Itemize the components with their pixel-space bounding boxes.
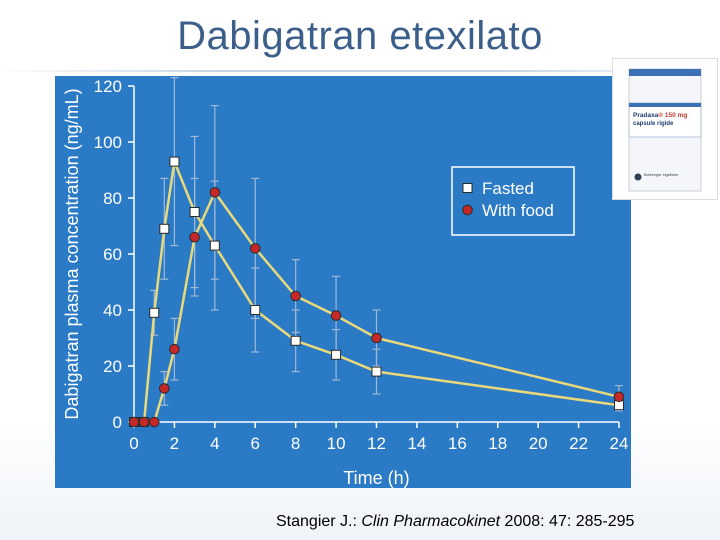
y-tick-label: 100 [94,133,122,152]
data-point-with-food [159,383,170,394]
y-tick-label: 20 [103,357,122,376]
data-point-with-food [209,187,221,198]
manufacturer-logo-icon [634,173,642,181]
data-point-fasted [189,207,200,217]
box-manufacturer: Boehringer Ingelheim [644,173,678,177]
data-point-with-food [249,243,261,254]
x-tick-label: 8 [291,434,300,453]
x-tick-label: 22 [569,434,588,453]
data-point-with-food [330,310,342,321]
data-point-fasted [159,223,170,234]
data-point-with-food [138,416,150,428]
x-axis-label: Time (h) [343,468,409,488]
citation-journal: Clin Pharmacokinet [361,513,501,530]
x-tick-label: 12 [367,434,386,453]
box-label-stripe [629,103,701,107]
data-point-with-food [148,416,160,428]
x-tick-label: 10 [327,434,346,453]
data-point-fasted [209,240,220,251]
data-point-with-food [371,332,382,344]
citation-author: Stangier J.: [276,513,362,530]
x-tick-label: 0 [129,434,138,453]
x-tick-label: 24 [610,434,629,453]
y-tick-label: 40 [103,301,122,320]
legend-marker-fasted [462,183,473,193]
data-point-with-food [128,416,140,428]
slide-title: Dabigatran etexilato [177,14,543,58]
x-tick-label: 6 [251,434,260,453]
x-tick-label: 16 [448,434,467,453]
y-tick-label: 0 [113,413,122,432]
box-brand: Pradaxa® 150 mg [633,111,687,119]
product-image: Pradaxa® 150 mg capsule rigide Boehringe… [612,58,718,200]
data-point-fasted [169,156,180,167]
data-point-with-food [169,343,180,355]
y-axis-label: Dabigatran plasma concentration (ng/mL) [62,88,82,419]
data-point-fasted [149,307,160,318]
citation-ref: 2008: 47: 285-295 [500,513,635,530]
y-tick-label: 120 [94,77,122,96]
data-point-with-food [613,391,625,403]
y-tick-label: 60 [103,245,122,264]
x-tick-label: 4 [210,434,219,453]
x-tick-label: 14 [407,434,426,453]
data-point-with-food [290,290,301,302]
box-form: capsule rigide [633,121,674,127]
series-line-fasted [134,156,620,424]
data-point-fasted [371,366,382,377]
data-point-fasted [290,335,301,346]
box-label-panel [628,102,702,138]
title-divider [0,70,720,72]
legend-label: With food [482,201,554,220]
legend-marker-with-food [462,204,473,216]
x-tick-label: 18 [488,434,507,453]
x-tick-label: 2 [170,434,179,453]
y-tick-label: 80 [103,189,122,208]
legend-label: Fasted [482,179,534,198]
data-point-fasted [250,305,261,315]
data-point-fasted [331,349,342,360]
pradaxa-box-illustration: Pradaxa® 150 mg capsule rigide Boehringe… [628,68,702,192]
box-top-stripe [629,69,701,76]
data-point-with-food [189,231,200,243]
legend-box [451,166,575,236]
citation: Stangier J.: Clin Pharmacokinet 2008: 47… [276,513,634,531]
x-tick-label: 20 [529,434,548,453]
